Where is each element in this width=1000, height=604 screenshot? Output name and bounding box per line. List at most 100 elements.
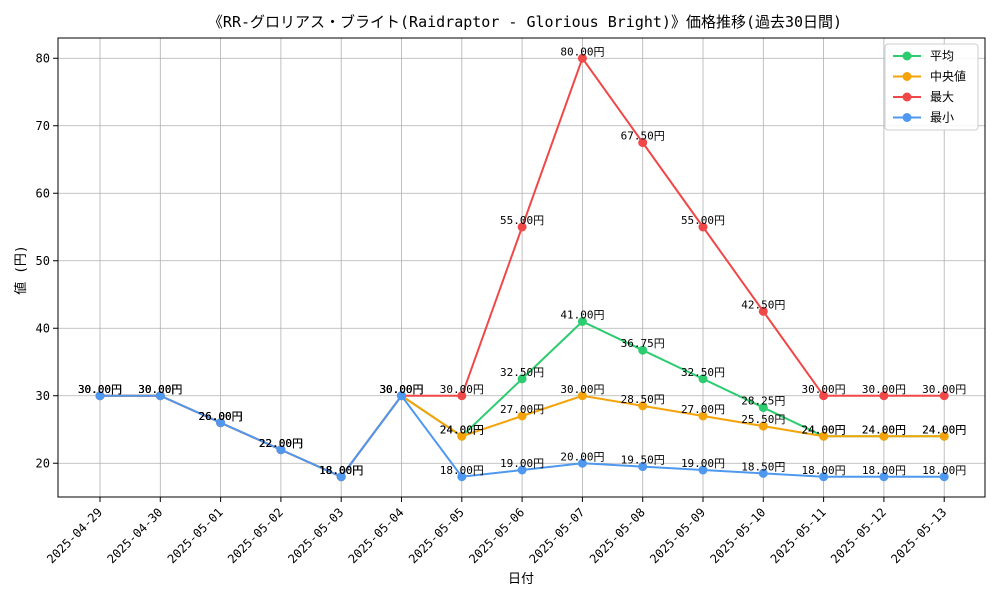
data-point (758, 306, 768, 316)
y-axis-label: 値 (円) (13, 245, 29, 294)
x-tick-label: 2025-05-01 (165, 505, 226, 566)
data-point (517, 411, 527, 421)
data-label: 22.00円 (259, 437, 303, 450)
x-tick-label: 2025-05-04 (346, 505, 407, 566)
data-label: 55.00円 (681, 214, 725, 227)
data-label: 24.00円 (922, 423, 966, 436)
legend-marker (902, 92, 912, 102)
plot-frame (57, 37, 986, 498)
data-label: 25.50円 (741, 413, 785, 426)
data-point (638, 462, 648, 472)
axes: 2025-04-29 2025-04-30 2025-05-01 2025-05-02… (36, 37, 986, 566)
data-label: 19.00円 (681, 457, 725, 470)
data-label: 24.00円 (802, 423, 846, 436)
x-tick-label: 2025-05-06 (466, 505, 527, 566)
x-tick-label: 2025-05-10 (707, 505, 768, 566)
x-tick-label: 2025-05-13 (888, 505, 949, 566)
data-label: 32.50円 (681, 366, 725, 379)
data-point (698, 222, 708, 232)
x-tick-label: 2025-05-09 (647, 505, 708, 566)
data-label: 18.00円 (319, 464, 363, 477)
data-label: 26.00円 (199, 410, 243, 423)
data-label: 24.00円 (922, 423, 966, 436)
data-point (819, 431, 829, 441)
data-point (758, 421, 768, 431)
data-label: 30.00円 (78, 383, 122, 396)
data-label: 36.75円 (621, 337, 665, 350)
data-label: 30.00円 (862, 383, 906, 396)
data-point (879, 391, 889, 401)
legend-label: 最大 (930, 90, 954, 104)
data-point (457, 472, 467, 482)
data-point (457, 431, 467, 441)
x-tick-label: 2025-05-03 (285, 505, 346, 566)
data-label: 19.50円 (621, 454, 665, 467)
data-label: 18.00円 (862, 464, 906, 477)
y-tick-label: 20 (36, 456, 50, 470)
x-tick-label: 2025-05-08 (587, 505, 648, 566)
y-tick-label: 40 (36, 321, 50, 335)
data-label: 30.00円 (379, 383, 423, 396)
data-label: 18.00円 (319, 464, 363, 477)
data-point (698, 465, 708, 475)
data-label: 22.00円 (259, 437, 303, 450)
data-label: 26.00円 (199, 410, 243, 423)
data-label: 18.00円 (922, 464, 966, 477)
data-point (758, 468, 768, 478)
data-label: 28.25円 (741, 395, 785, 408)
data-label: 30.00円 (379, 383, 423, 396)
chart-title: 《RR-グロリアス・ブライト(Raidraptor - Glorious Bri… (208, 13, 842, 31)
data-label: 18.00円 (319, 464, 363, 477)
data-label: 55.00円 (500, 214, 544, 227)
data-label: 18.50円 (741, 460, 785, 473)
data-point (517, 465, 527, 475)
data-label: 30.00円 (78, 383, 122, 396)
data-point (879, 472, 889, 482)
x-tick-label: 2025-05-05 (406, 505, 467, 566)
data-point (819, 472, 829, 482)
data-label: 30.00円 (138, 383, 182, 396)
data-label: 18.00円 (802, 464, 846, 477)
data-point (819, 391, 829, 401)
data-label: 26.00円 (199, 410, 243, 423)
data-point (638, 401, 648, 411)
data-label: 18.00円 (319, 464, 363, 477)
data-label: 24.00円 (440, 423, 484, 436)
x-tick-label: 2025-05-12 (828, 505, 889, 566)
data-point (216, 418, 226, 428)
data-label: 26.00円 (199, 410, 243, 423)
data-point (638, 345, 648, 355)
data-point (758, 403, 768, 413)
x-tick-label: 2025-04-30 (104, 505, 165, 566)
x-tick-label: 2025-04-29 (44, 505, 105, 566)
data-point (939, 391, 949, 401)
data-label: 41.00円 (560, 309, 604, 322)
data-label: 30.00円 (78, 383, 122, 396)
data-point (336, 472, 346, 482)
y-tick-label: 30 (36, 389, 50, 403)
data-label: 67.50円 (621, 130, 665, 143)
y-tick-label: 80 (36, 51, 50, 65)
data-label: 19.00円 (500, 457, 544, 470)
data-label: 42.50円 (741, 298, 785, 311)
data-labels: 30.00円 30.00円 26.00円 22.00円 18.00円 30.00円 24.0… (78, 45, 966, 477)
data-point (517, 222, 527, 232)
data-point (155, 391, 165, 401)
data-label: 30.00円 (379, 383, 423, 396)
data-point (397, 391, 406, 401)
data-point (577, 391, 587, 401)
data-point (95, 391, 105, 401)
data-point (698, 411, 708, 421)
data-label: 30.00円 (922, 383, 966, 396)
data-label: 30.00円 (138, 383, 182, 396)
data-label: 18.00円 (440, 464, 484, 477)
legend-label: 平均 (930, 49, 954, 63)
data-label: 30.00円 (560, 383, 604, 396)
x-tick-label: 2025-05-07 (527, 505, 588, 566)
data-label: 30.00円 (138, 383, 182, 396)
data-label: 28.50円 (621, 393, 665, 406)
x-tick-label: 2025-05-02 (225, 505, 286, 566)
data-label: 24.00円 (802, 423, 846, 436)
